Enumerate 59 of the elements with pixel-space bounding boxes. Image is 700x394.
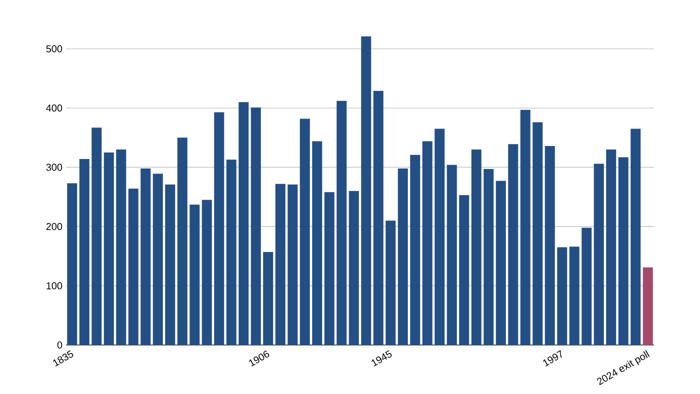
bar bbox=[263, 252, 274, 345]
bar bbox=[275, 184, 286, 345]
bar bbox=[202, 200, 212, 345]
bar bbox=[496, 180, 506, 345]
bar bbox=[582, 228, 592, 345]
x-tick-label: 1945 bbox=[372, 350, 392, 367]
bar bbox=[336, 100, 347, 345]
bar bbox=[348, 190, 359, 345]
bar bbox=[79, 158, 90, 345]
bar bbox=[434, 128, 445, 345]
y-tick-label: 0 bbox=[57, 341, 62, 349]
bar bbox=[324, 192, 334, 345]
bar bbox=[152, 174, 163, 345]
x-tick-label: 1906 bbox=[249, 350, 270, 367]
bar bbox=[165, 184, 176, 345]
x-tick-label: 1997 bbox=[543, 350, 562, 367]
bar bbox=[312, 141, 322, 345]
bar bbox=[361, 36, 372, 345]
bar bbox=[373, 90, 384, 345]
bar bbox=[520, 110, 530, 345]
bar bbox=[569, 246, 580, 345]
x-tick-label: 1835 bbox=[53, 350, 74, 367]
bar bbox=[446, 164, 457, 345]
bar bbox=[557, 247, 568, 345]
bar bbox=[630, 128, 641, 345]
bar bbox=[422, 141, 432, 345]
bar bbox=[67, 183, 78, 345]
y-tick-label: 100 bbox=[46, 282, 62, 290]
bar bbox=[508, 144, 518, 345]
y-tick-label: 400 bbox=[46, 104, 62, 112]
bar bbox=[128, 188, 138, 345]
bar bbox=[471, 150, 482, 345]
bar bbox=[386, 220, 396, 345]
bar bbox=[214, 112, 224, 345]
bar bbox=[250, 107, 261, 345]
bar bbox=[288, 184, 298, 345]
y-tick-label: 300 bbox=[46, 164, 62, 171]
bar bbox=[238, 102, 249, 345]
bar bbox=[190, 204, 200, 345]
bar bbox=[92, 128, 102, 345]
bar bbox=[606, 150, 616, 345]
bar bbox=[459, 195, 470, 345]
bar bbox=[104, 152, 114, 345]
bar bbox=[544, 146, 555, 345]
bar bbox=[532, 122, 543, 345]
bar bbox=[177, 138, 188, 345]
y-tick-label: 500 bbox=[46, 45, 62, 52]
bar bbox=[618, 157, 628, 345]
bar bbox=[410, 154, 420, 345]
x-tick-label: 2024 exit poll bbox=[597, 350, 650, 386]
bar bbox=[484, 169, 494, 345]
y-tick-label: 200 bbox=[46, 223, 62, 230]
bar bbox=[398, 168, 408, 345]
bar bbox=[116, 150, 126, 345]
bar bbox=[226, 160, 236, 345]
bar bbox=[300, 118, 310, 345]
bar bbox=[140, 168, 151, 345]
bar bbox=[594, 164, 604, 345]
bar bbox=[642, 267, 653, 345]
